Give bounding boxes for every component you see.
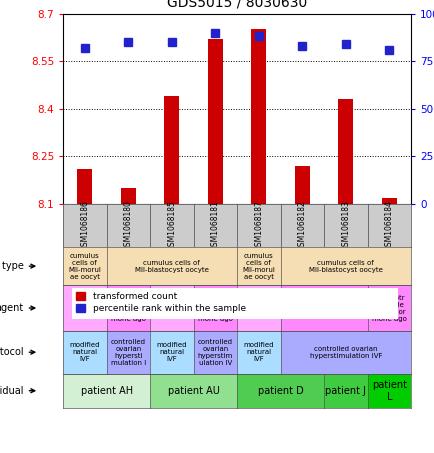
Text: protocol: protocol bbox=[0, 347, 24, 357]
Text: gonadotropin-relea
sing hormone
antagonist: gonadotropin-relea sing hormone antagoni… bbox=[290, 298, 357, 318]
Text: none: none bbox=[250, 305, 267, 311]
Text: modified
natural
IVF: modified natural IVF bbox=[156, 342, 187, 362]
Text: gonadotr
opin-rele
asing hor
mone ago: gonadotr opin-rele asing hor mone ago bbox=[197, 294, 232, 322]
Text: GSM1068185: GSM1068185 bbox=[167, 200, 176, 251]
Text: cell type: cell type bbox=[0, 261, 24, 271]
Text: none: none bbox=[76, 305, 93, 311]
Text: gonadotr
opin-rele
asing hor
mone ago: gonadotr opin-rele asing hor mone ago bbox=[111, 294, 145, 322]
Text: modified
natural
IVF: modified natural IVF bbox=[69, 342, 100, 362]
Title: GDS5015 / 8030630: GDS5015 / 8030630 bbox=[167, 0, 306, 10]
Text: patient
L: patient L bbox=[371, 380, 406, 401]
Bar bbox=[294, 166, 309, 204]
Text: cumulus
cells of
MII-morul
ae oocyt: cumulus cells of MII-morul ae oocyt bbox=[68, 253, 101, 280]
Text: GSM1068187: GSM1068187 bbox=[254, 200, 263, 251]
Bar bbox=[381, 198, 396, 204]
Bar bbox=[164, 96, 179, 204]
Text: agent: agent bbox=[0, 303, 24, 313]
Bar bbox=[77, 169, 92, 204]
Text: GSM1068184: GSM1068184 bbox=[384, 200, 393, 251]
Text: GSM1068183: GSM1068183 bbox=[341, 200, 349, 251]
Text: cumulus cells of
MII-blastocyst oocyte: cumulus cells of MII-blastocyst oocyte bbox=[308, 260, 382, 273]
Bar bbox=[120, 188, 135, 204]
Text: controlled ovarian
hyperstimulation IVF: controlled ovarian hyperstimulation IVF bbox=[309, 346, 381, 359]
Text: gonadotr
opin-rele
asing hor
mone ago: gonadotr opin-rele asing hor mone ago bbox=[371, 294, 406, 322]
Legend: transformed count, percentile rank within the sample: transformed count, percentile rank withi… bbox=[76, 292, 245, 313]
Text: individual: individual bbox=[0, 386, 24, 396]
Text: cumulus
cells of
MII-morul
ae oocyt: cumulus cells of MII-morul ae oocyt bbox=[242, 253, 275, 280]
Text: GSM1068182: GSM1068182 bbox=[297, 200, 306, 251]
Text: GSM1068180: GSM1068180 bbox=[124, 200, 132, 251]
Bar bbox=[338, 99, 352, 204]
Text: cumulus cells of
MII-blastocyst oocyte: cumulus cells of MII-blastocyst oocyte bbox=[135, 260, 208, 273]
Text: controlled
ovarian
hyperstim
ulation IV: controlled ovarian hyperstim ulation IV bbox=[197, 339, 233, 366]
Text: modified
natural
IVF: modified natural IVF bbox=[243, 342, 273, 362]
Text: patient J: patient J bbox=[325, 386, 365, 396]
Text: patient AU: patient AU bbox=[167, 386, 219, 396]
Text: patient D: patient D bbox=[257, 386, 303, 396]
Text: GSM1068186: GSM1068186 bbox=[80, 200, 89, 251]
Text: controlled
ovarian
hypersti
mulation I: controlled ovarian hypersti mulation I bbox=[110, 339, 146, 366]
Text: GSM1068181: GSM1068181 bbox=[210, 200, 219, 251]
Bar bbox=[251, 29, 266, 204]
Text: patient AH: patient AH bbox=[80, 386, 132, 396]
Text: none: none bbox=[163, 305, 180, 311]
Bar bbox=[207, 39, 223, 204]
